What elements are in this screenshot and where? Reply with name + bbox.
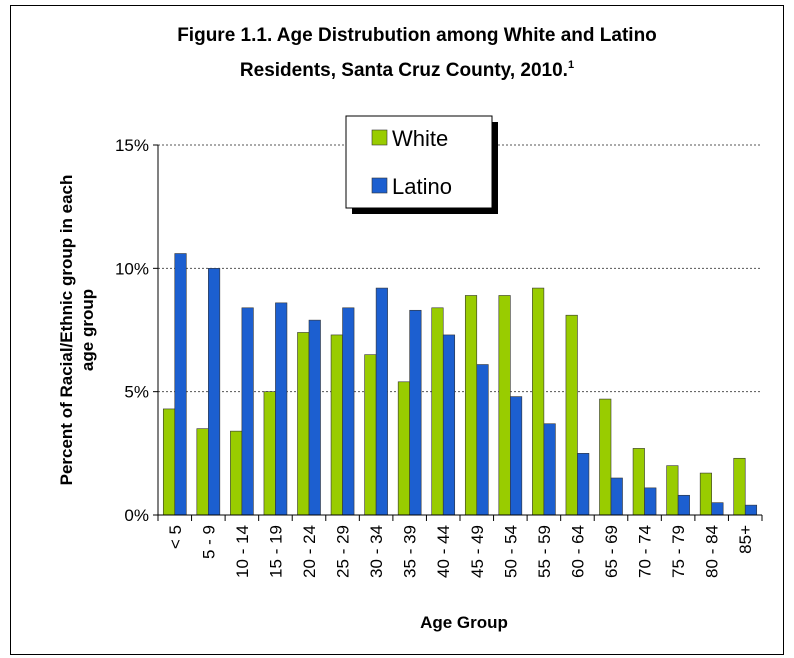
bar-latino [409,309,422,516]
x-tick-label: 35 - 39 [401,525,420,578]
y-axis-title: Percent of Racial/Ethnic group in each a… [57,175,97,486]
bar-latino [442,334,456,516]
bar-latino [610,477,623,516]
bar-white [230,430,243,516]
bar-latino [476,364,489,516]
legend-label-latino: Latino [392,174,452,199]
y-axis-title-line1: Percent of Racial/Ethnic group in each [57,175,76,486]
bar-white [699,472,712,516]
bar-latino [275,302,288,516]
y-tick-label: 10% [115,259,149,278]
x-tick-label: 55 - 59 [535,525,554,578]
bar-white [733,457,746,516]
bar-latino [744,504,758,516]
bar-white [364,354,377,516]
bar-latino [711,502,724,516]
bar-latino [375,287,388,516]
y-tick-label: 15% [115,136,149,155]
x-axis-title: Age Group [420,613,508,632]
bar-latino [308,319,321,516]
bars [162,253,758,516]
axes [153,144,763,521]
bar-white [263,391,276,516]
bar-white [599,398,612,516]
legend-swatch-white [371,129,388,146]
y-axis-title-line2: age group [78,289,97,371]
bar-white [431,307,444,516]
bar-white [330,334,343,516]
bar-latino [510,396,523,516]
bar-white [397,381,410,516]
legend: White Latino [345,115,498,214]
bar-white [565,314,578,516]
bar-white [196,428,209,516]
x-tick-label: 10 - 14 [233,525,252,578]
legend-box [345,115,493,209]
bar-latino [677,494,690,516]
bar-latino [208,268,221,516]
x-tick-label: 80 - 84 [703,525,722,578]
bar-latino [644,487,657,516]
y-tick-labels: 0% 5% 10% 15% [115,136,149,525]
chart-title-superscript: 1 [568,59,574,71]
bar-white [297,332,310,516]
x-tick-label: 85+ [736,525,755,554]
x-tick-label: < 5 [166,525,185,549]
bar-white [162,408,176,516]
chart-title-line2-text: Residents, Santa Cruz County, 2010. [240,60,568,81]
legend-swatch-latino [371,177,388,194]
x-tick-label: 40 - 44 [434,525,453,578]
x-tick-label: 75 - 79 [669,525,688,578]
x-tick-label: 25 - 29 [334,525,353,578]
x-tick-label: 20 - 24 [300,525,319,578]
bar-latino [342,307,355,516]
x-tick-label: 50 - 54 [501,525,520,578]
bar-latino [577,453,590,516]
x-tick-label: 70 - 74 [636,525,655,578]
bar-white [498,295,511,516]
legend-label-white: White [392,126,448,151]
x-tick-label: 60 - 64 [568,525,587,578]
bar-white [464,295,478,516]
bar-latino [174,253,187,516]
x-tick-label: 65 - 69 [602,525,621,578]
bar-white [532,287,545,516]
bar-latino [241,307,254,516]
x-tick-label: 5 - 9 [199,525,218,559]
chart-frame [10,5,784,655]
bar-latino [543,423,556,516]
bar-white [632,448,645,516]
bar-white [666,465,679,516]
chart-title-line1: Figure 1.1. Age Distrubution among White… [177,25,657,46]
chart-title-line2: Residents, Santa Cruz County, 2010.1 [240,59,574,81]
x-tick-label: 45 - 49 [468,525,487,578]
x-tick-label: 15 - 19 [266,525,285,578]
x-tick-label: 30 - 34 [367,525,386,578]
x-tick-labels: < 5 5 - 9 10 - 14 15 - 19 20 - 24 25 - 29 30 -… [166,525,755,578]
y-tick-label: 5% [124,383,149,402]
y-tick-label: 0% [124,506,149,525]
